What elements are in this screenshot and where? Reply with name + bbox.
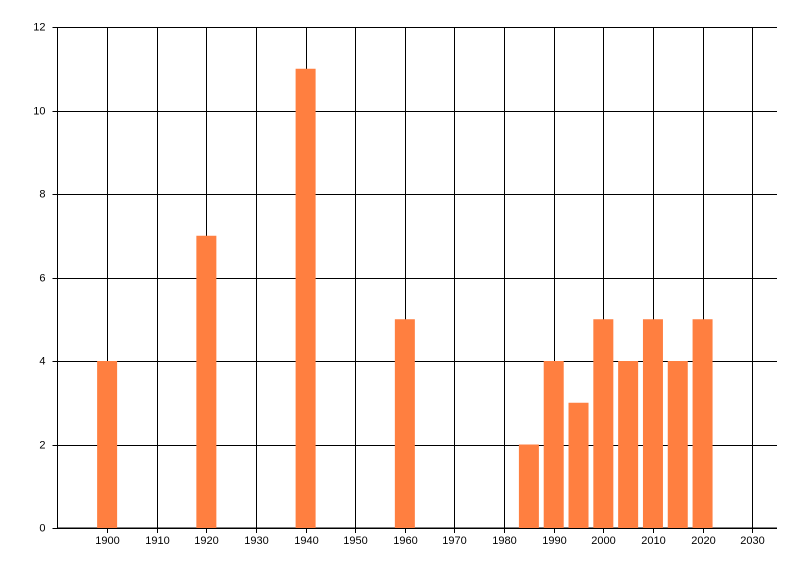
x-tick-label: 1900	[95, 535, 119, 547]
bar	[618, 361, 639, 528]
x-tick-label: 1920	[194, 535, 218, 547]
bar	[295, 68, 316, 528]
x-tick-label: 1970	[442, 535, 466, 547]
bar	[692, 319, 713, 528]
x-tick-label: 1930	[244, 535, 268, 547]
x-tick-label: 1910	[145, 535, 169, 547]
bar	[518, 444, 539, 528]
bar	[667, 361, 688, 528]
y-tick-label: 2	[39, 439, 45, 451]
bar	[543, 361, 564, 528]
x-tick-label: 1960	[393, 535, 417, 547]
x-tick-label: 2010	[641, 535, 665, 547]
x-tick-label: 1990	[542, 535, 566, 547]
bar	[568, 402, 589, 528]
bar	[593, 319, 614, 528]
y-tick-label: 6	[39, 272, 45, 284]
x-tick-label: 1950	[343, 535, 367, 547]
bar	[642, 319, 663, 528]
x-tick-label: 1940	[294, 535, 318, 547]
y-tick-label: 0	[39, 522, 45, 534]
y-tick-label: 12	[33, 21, 45, 33]
bar	[97, 361, 118, 528]
x-tick-label: 2000	[591, 535, 615, 547]
y-tick-label: 4	[39, 355, 45, 367]
y-tick-label: 8	[39, 188, 45, 200]
bar	[196, 235, 217, 528]
x-tick-label: 2030	[740, 535, 764, 547]
x-tick-label: 1980	[492, 535, 516, 547]
bar	[394, 319, 415, 528]
x-tick-label: 2020	[691, 535, 715, 547]
y-tick-label: 10	[33, 105, 45, 117]
